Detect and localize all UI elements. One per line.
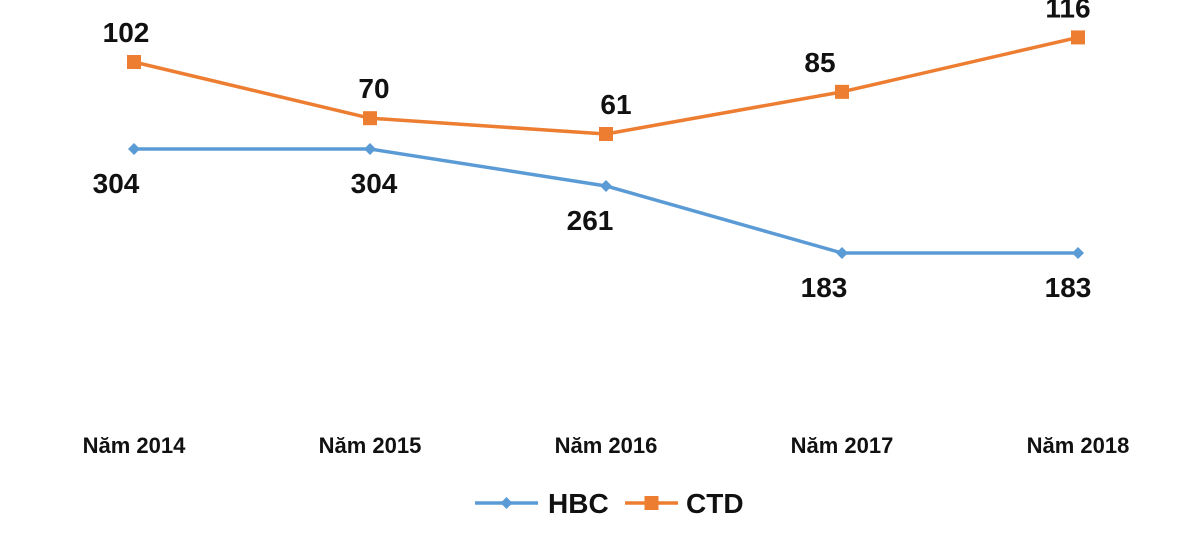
data-label-ctd-2: 61 (600, 89, 631, 120)
legend-label-ctd: CTD (686, 488, 744, 519)
legend: HBC CTD (475, 488, 744, 519)
x-tick-label-4: Năm 2018 (1027, 433, 1130, 458)
data-label-ctd-4: 116 (1045, 0, 1090, 23)
data-point-hbc-4 (1072, 247, 1084, 259)
data-label-hbc-4: 183 (1045, 272, 1092, 303)
data-point-ctd-2 (599, 127, 613, 141)
x-tick-label-1: Năm 2015 (319, 433, 422, 458)
data-point-ctd-3 (835, 84, 849, 99)
x-axis: Năm 2014 Năm 2015 Năm 2016 Năm 2017 Năm 2018 (83, 433, 1130, 458)
data-label-hbc-2: 261 (567, 205, 614, 236)
legend-label-hbc: HBC (548, 488, 609, 519)
data-label-ctd-1: 70 (358, 73, 389, 104)
data-point-ctd-1 (363, 111, 377, 126)
data-label-ctd-3: 85 (804, 47, 835, 78)
x-tick-label-2: Năm 2016 (555, 433, 658, 458)
data-point-hbc-2 (600, 179, 612, 192)
data-point-ctd-0 (127, 55, 141, 69)
data-point-ctd-4 (1071, 30, 1085, 45)
data-label-ctd-0: 102 (103, 17, 150, 48)
data-label-hbc-0: 304 (93, 168, 140, 199)
legend-item-ctd: CTD (625, 488, 744, 519)
plot-area: 304 304 261 183 183 102 70 61 85 116 (93, 0, 1092, 303)
x-tick-label-0: Năm 2014 (83, 433, 187, 458)
data-point-hbc-0 (128, 143, 140, 155)
legend-marker-hbc (500, 497, 513, 509)
x-tick-label-3: Năm 2017 (791, 433, 894, 458)
series-line-hbc (134, 147, 1078, 255)
data-label-hbc-3: 183 (801, 272, 848, 303)
data-point-hbc-3 (836, 247, 848, 259)
data-point-hbc-1 (364, 143, 376, 155)
data-label-hbc-1: 304 (351, 168, 398, 199)
legend-marker-ctd (644, 496, 659, 510)
legend-item-hbc: HBC (475, 488, 609, 519)
